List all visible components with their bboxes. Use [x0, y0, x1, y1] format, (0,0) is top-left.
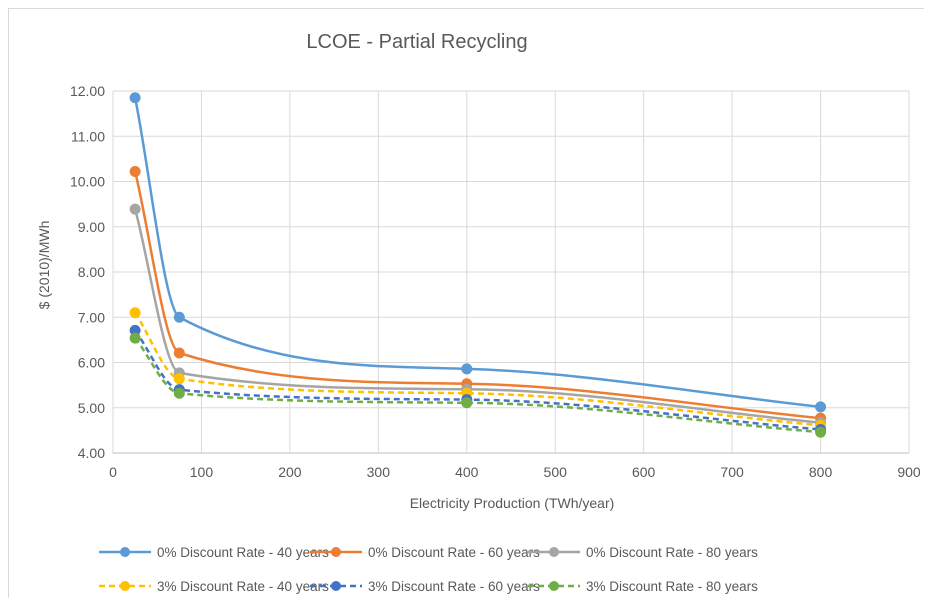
- series-line: [133, 171, 821, 420]
- lcoe-chart: LCOE - Partial Recycling 4.00 5.00 6.00 7.0…: [36, 31, 921, 594]
- legend-label: 0% Discount Rate - 40 years: [157, 545, 329, 560]
- chart-area: LCOE - Partial Recycling 4.00 5.00 6.00 7.0…: [8, 8, 924, 598]
- y-tick-label: 8.00: [78, 264, 105, 280]
- data-point: [815, 426, 827, 438]
- y-tick-label: 6.00: [78, 355, 105, 371]
- legend-entry: 3% Discount Rate - 40 years: [99, 579, 329, 594]
- x-tick-label: 900: [897, 464, 921, 480]
- data-point: [129, 203, 141, 215]
- x-tick-label: 300: [367, 464, 391, 480]
- y-tick-label: 4.00: [78, 445, 105, 461]
- legend-swatch-marker: [549, 581, 559, 591]
- legend: 0% Discount Rate - 40 years 0% Discount R…: [99, 545, 758, 594]
- x-tick-label: 800: [809, 464, 833, 480]
- data-point: [815, 401, 827, 413]
- data-point: [129, 307, 141, 319]
- series-line: [133, 97, 821, 409]
- x-tick-label: 700: [720, 464, 744, 480]
- axes: 4.00 5.00 6.00 7.00 8.00 9.00 10.00 11.00 12.00 0…: [70, 83, 921, 480]
- legend-entry: 0% Discount Rate - 80 years: [528, 545, 758, 560]
- legend-swatch-marker: [120, 547, 130, 557]
- legend-label: 3% Discount Rate - 80 years: [586, 579, 758, 594]
- y-tick-label: 11.00: [71, 128, 105, 144]
- x-tick-label: 600: [632, 464, 656, 480]
- legend-label: 0% Discount Rate - 60 years: [368, 545, 540, 560]
- y-tick-label: 9.00: [78, 219, 105, 235]
- legend-swatch-marker: [331, 547, 341, 557]
- data-point: [173, 347, 185, 359]
- x-tick-label: 100: [190, 464, 214, 480]
- legend-swatch-marker: [549, 547, 559, 557]
- data-point: [173, 373, 185, 385]
- legend-label: 3% Discount Rate - 40 years: [157, 579, 329, 594]
- x-axis-label: Electricity Production (TWh/year): [410, 495, 615, 511]
- series-line: [134, 337, 821, 434]
- data-point: [173, 311, 185, 323]
- data-point: [173, 387, 185, 399]
- series-line: [133, 208, 821, 424]
- x-tick-label: 200: [278, 464, 302, 480]
- x-tick-label: 400: [455, 464, 479, 480]
- y-axis-label: $ (2010)/MWh: [36, 221, 52, 310]
- x-tick-label: 500: [544, 464, 568, 480]
- chart-title: LCOE - Partial Recycling: [306, 31, 527, 53]
- y-tick-label: 10.00: [70, 174, 105, 190]
- legend-swatch-marker: [331, 581, 341, 591]
- legend-label: 0% Discount Rate - 80 years: [586, 545, 758, 560]
- series-line: [134, 312, 821, 427]
- x-tick-label: 0: [109, 464, 117, 480]
- data-point: [129, 92, 141, 104]
- y-tick-label: 12.00: [70, 83, 105, 99]
- legend-label: 3% Discount Rate - 60 years: [368, 579, 540, 594]
- legend-swatch-marker: [120, 581, 130, 591]
- series-line: [134, 329, 821, 431]
- series-lines: [133, 97, 821, 434]
- legend-entry: 3% Discount Rate - 80 years: [528, 579, 758, 594]
- legend-entry: 3% Discount Rate - 60 years: [310, 579, 540, 594]
- y-tick-label: 7.00: [78, 309, 105, 325]
- data-point: [461, 397, 473, 409]
- y-tick-label: 5.00: [78, 400, 105, 416]
- legend-entry: 0% Discount Rate - 40 years: [99, 545, 329, 560]
- data-point: [129, 332, 141, 344]
- series-markers: [129, 92, 827, 438]
- legend-entry: 0% Discount Rate - 60 years: [310, 545, 540, 560]
- data-point: [129, 166, 141, 178]
- data-point: [461, 363, 473, 375]
